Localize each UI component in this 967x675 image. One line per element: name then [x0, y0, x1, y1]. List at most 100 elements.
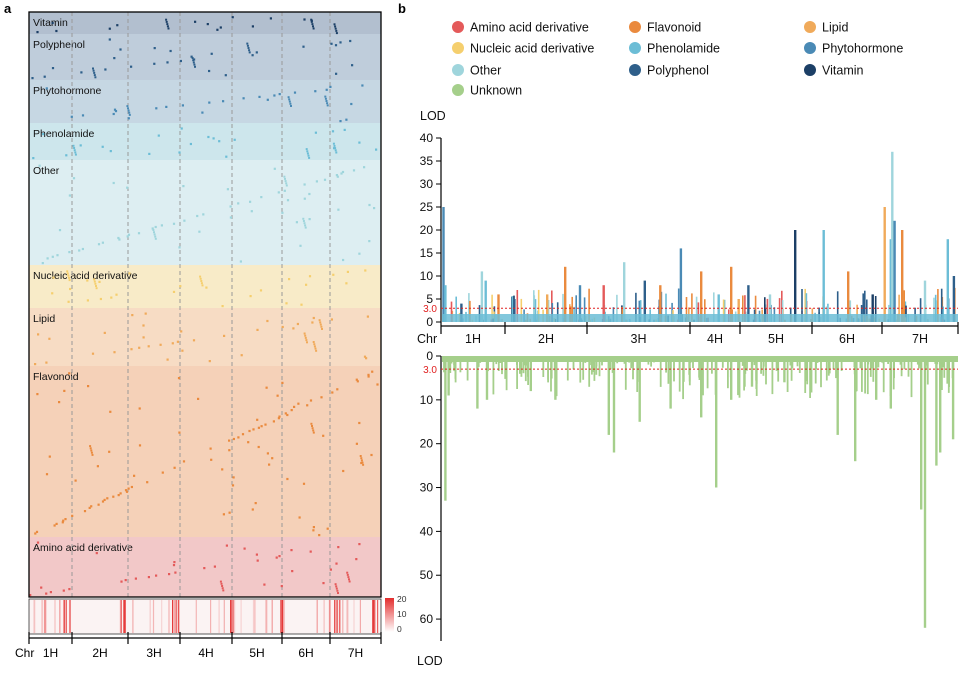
data-point: [48, 337, 51, 340]
band-phytohormone: [29, 80, 381, 123]
data-point: [232, 476, 235, 479]
heatmap-cell: [124, 600, 126, 633]
data-point: [308, 156, 311, 159]
data-point: [93, 71, 96, 74]
data-point: [125, 490, 129, 493]
data-point: [194, 65, 196, 68]
lod-bar: [722, 299, 725, 322]
lod-bar-unknown: [727, 356, 729, 389]
data-point: [309, 399, 313, 402]
lod-peak-unknown: [875, 356, 878, 400]
data-point: [178, 431, 181, 434]
data-point: [66, 270, 69, 273]
x-tick-label: 4H: [198, 646, 213, 660]
lod-bar: [639, 300, 642, 322]
lod-bar-unknown: [835, 356, 837, 379]
y-tick-label-top: 5: [426, 292, 433, 306]
lod-peak-unknown: [730, 356, 733, 400]
heatmap-cell: [252, 600, 255, 633]
data-point: [81, 114, 85, 117]
panel-a-frame: [28, 11, 382, 598]
data-point: [93, 74, 96, 77]
heatmap-cell: [59, 600, 61, 633]
data-point: [273, 167, 276, 170]
band-label: Phenolamide: [33, 128, 94, 140]
data-point: [154, 237, 157, 240]
data-point: [291, 570, 294, 573]
data-point: [182, 185, 185, 188]
lod-bar-unknown: [910, 356, 913, 398]
data-point: [311, 321, 314, 324]
data-point: [90, 451, 93, 454]
y-axis-label-top: LOD: [420, 109, 446, 123]
data-point: [330, 318, 333, 321]
data-point: [63, 389, 66, 392]
lod-bar: [933, 297, 935, 322]
data-point: [252, 428, 255, 431]
lod-bar-unknown: [864, 356, 866, 394]
data-point: [110, 296, 113, 299]
data-point: [332, 273, 335, 276]
data-point: [334, 27, 337, 30]
lod-bar-unknown: [859, 356, 862, 369]
lod-bar: [849, 300, 852, 322]
data-point: [247, 47, 250, 49]
data-point: [336, 175, 339, 178]
lod-bar: [713, 292, 715, 322]
data-point: [172, 564, 176, 567]
data-point: [339, 41, 342, 44]
data-point: [92, 67, 94, 70]
lod-bar-unknown: [825, 356, 828, 381]
data-point: [303, 222, 306, 225]
legend-label: Amino acid derivative: [470, 21, 589, 35]
lod-bar-unknown: [454, 356, 457, 379]
data-point: [292, 327, 295, 330]
data-point: [324, 95, 327, 98]
data-point: [285, 182, 288, 185]
data-point: [309, 550, 312, 553]
legend-label: Flavonoid: [647, 21, 701, 35]
data-point: [248, 51, 251, 54]
lod-bar-unknown: [520, 356, 523, 377]
data-point: [231, 16, 234, 19]
data-point: [355, 558, 358, 561]
lod-peak: [889, 239, 892, 322]
data-point: [322, 434, 325, 437]
data-point: [119, 48, 122, 51]
data-point: [208, 101, 211, 104]
data-point: [283, 189, 286, 192]
data-point: [97, 503, 100, 506]
data-point: [358, 141, 361, 144]
data-point: [155, 574, 158, 577]
lod-bar-unknown: [791, 356, 794, 369]
lod-bar: [468, 293, 470, 322]
lod-peak: [737, 299, 740, 322]
x-tick-label: 5H: [768, 332, 784, 346]
data-point: [113, 351, 116, 354]
data-point: [66, 272, 69, 275]
lod-bar-unknown: [746, 356, 748, 371]
lod-bar: [691, 293, 693, 322]
heatmap-cell: [34, 600, 36, 633]
lod-bar-unknown: [609, 356, 612, 369]
lod-peak-unknown: [554, 356, 557, 400]
heatmap-cell: [174, 600, 176, 633]
data-point: [138, 407, 141, 410]
data-point: [286, 413, 289, 417]
x-tick-label: 2H: [538, 332, 554, 346]
data-point: [280, 585, 283, 588]
data-point: [288, 278, 291, 281]
data-point: [166, 61, 169, 64]
data-point: [249, 295, 252, 298]
lod-bar: [754, 295, 757, 322]
lod-bar: [533, 290, 535, 322]
data-point: [334, 44, 338, 47]
lod-bar: [616, 294, 618, 322]
data-point: [284, 412, 287, 415]
data-point: [248, 429, 251, 433]
data-point: [288, 100, 291, 103]
data-point: [360, 457, 363, 460]
data-point: [51, 21, 54, 25]
data-point: [181, 349, 184, 352]
data-point: [103, 331, 106, 334]
